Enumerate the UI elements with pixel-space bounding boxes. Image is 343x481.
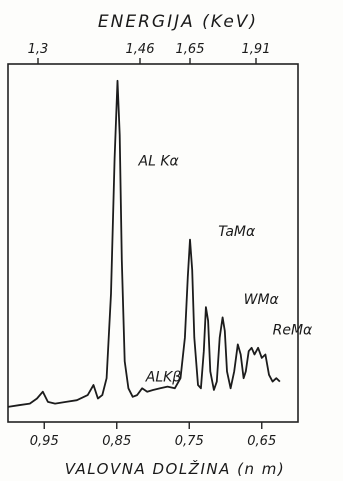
top-axis-title: ENERGIJA (KeV) — [98, 12, 258, 32]
peak-label: TaMα — [218, 224, 256, 240]
top-axis-ticks: 1,3 1,46 1,65 1,91 — [28, 42, 271, 64]
top-tick-label: 1,91 — [242, 42, 271, 57]
x-tick-label: 0,75 — [175, 434, 204, 449]
plot-frame — [7, 63, 299, 423]
top-tick-label: 1,65 — [176, 42, 205, 57]
peak-label: AL Kα — [138, 153, 180, 169]
peak-label: ReMα — [273, 322, 313, 338]
peak-label: ALKβ — [145, 370, 182, 386]
x-tick-label: 0,65 — [247, 434, 276, 449]
spectrum-line — [7, 79, 281, 408]
series-layer — [7, 79, 281, 408]
x-axis-title: VALOVNA DOLŽINA (n m) — [65, 459, 285, 478]
x-tick-label: 0,85 — [102, 434, 131, 449]
x-tick-label: 0,95 — [30, 434, 59, 449]
top-tick-label: 1,3 — [28, 42, 49, 57]
peak-label: WMα — [244, 292, 280, 308]
peak-labels: AL Kα ALKβ TaMα WMα ReMα — [138, 153, 314, 385]
x-axis-ticks: 0,95 0,85 0,75 0,65 — [30, 422, 276, 449]
top-tick-label: 1,46 — [126, 42, 155, 57]
